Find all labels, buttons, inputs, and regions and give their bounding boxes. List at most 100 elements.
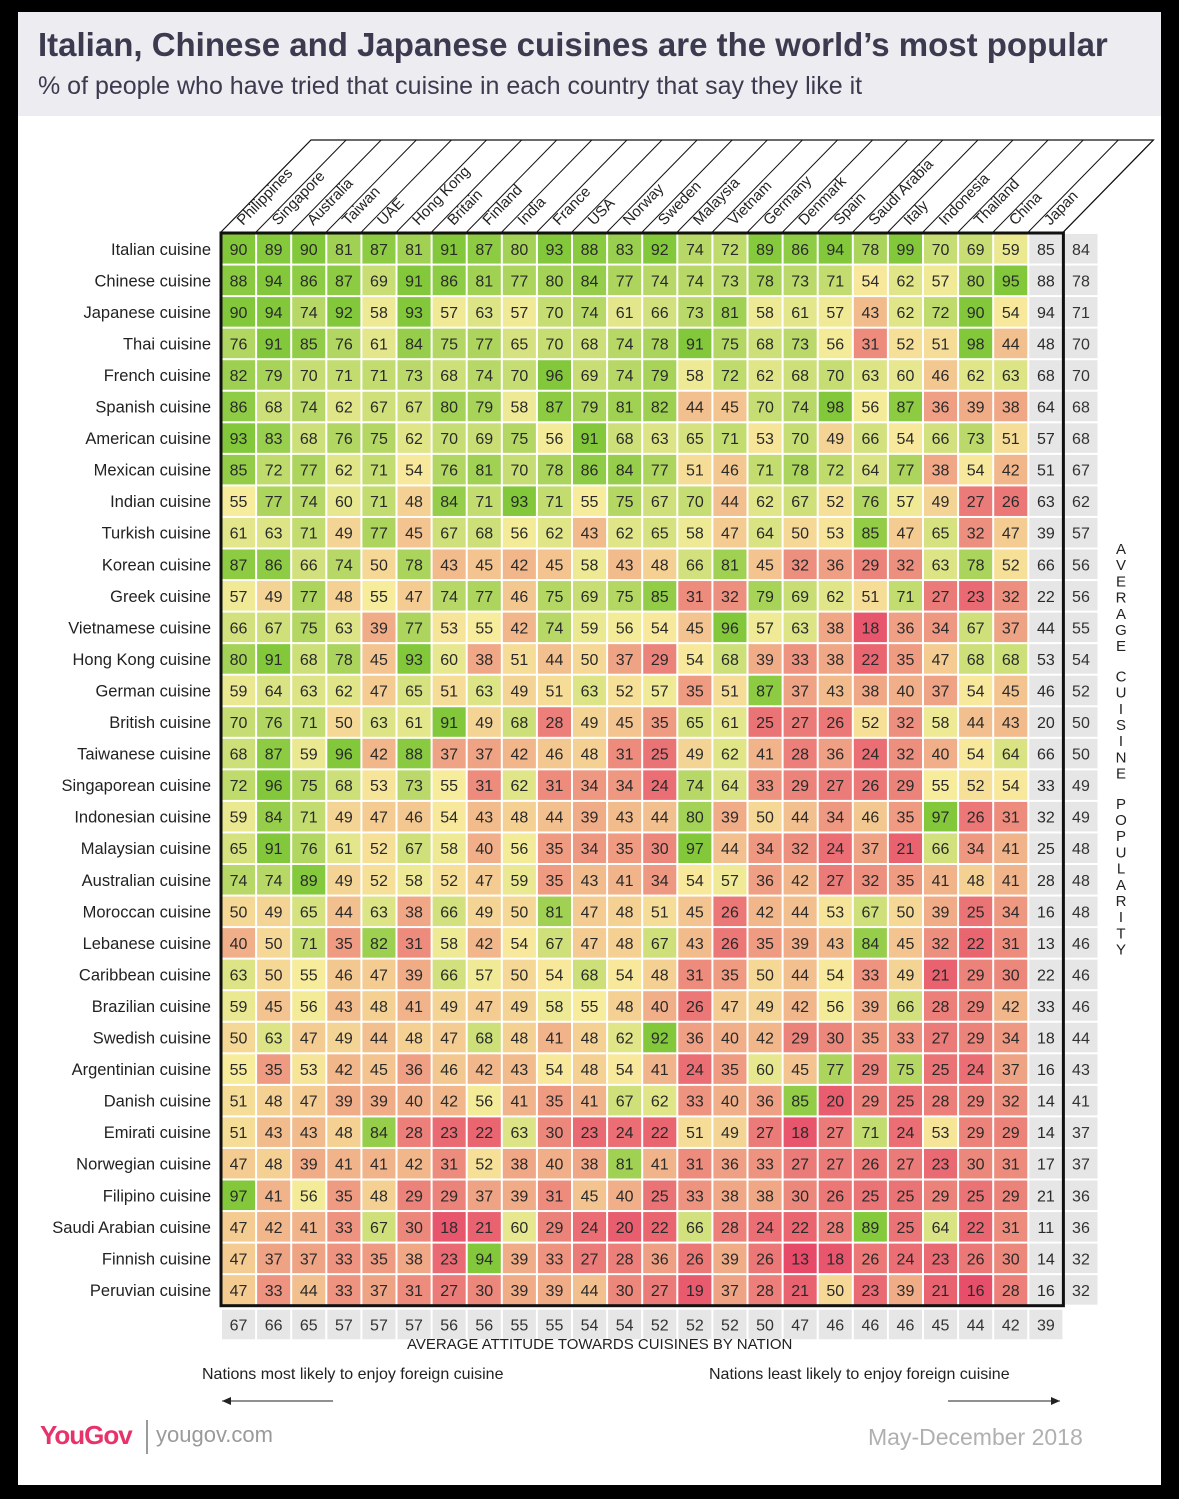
cell-value: 72 — [826, 463, 844, 480]
cell-value: 54 — [1002, 305, 1020, 322]
heatmap-cell — [678, 959, 712, 990]
row-label: Filipino cuisine — [103, 1187, 211, 1205]
heatmap-cell — [924, 423, 958, 453]
column-average-value: 56 — [440, 1317, 458, 1334]
cell-value: 50 — [791, 526, 809, 543]
heatmap-cell — [222, 612, 256, 643]
cell-value: 43 — [686, 936, 704, 953]
column-label: France — [550, 183, 595, 228]
cell-value: 57 — [721, 873, 739, 890]
heatmap-cell — [222, 865, 256, 895]
cell-value: 41 — [756, 747, 774, 764]
cell-value: 89 — [756, 242, 774, 259]
cell-value: 85 — [1037, 242, 1055, 259]
heatmap-cell — [713, 644, 747, 674]
heatmap-cell — [783, 1085, 817, 1116]
heatmap-cell — [678, 517, 712, 548]
cell-value: 93 — [510, 494, 528, 511]
heatmap-cell — [327, 234, 361, 264]
column-average-cell — [467, 1309, 501, 1340]
cell-value: 18 — [1037, 1031, 1055, 1048]
cell-value: 78 — [967, 557, 985, 574]
cell-value: 38 — [1002, 400, 1020, 417]
cell-value: 92 — [335, 305, 353, 322]
row-label: Greek cuisine — [110, 588, 211, 606]
cell-value: 48 — [616, 936, 634, 953]
cell-value: 68 — [1037, 368, 1055, 385]
cell-value: 42 — [510, 557, 528, 574]
side-label-letter: R — [1116, 590, 1127, 607]
cell-value: 31 — [475, 778, 493, 795]
row-label: Turkish cuisine — [102, 525, 211, 543]
column-header-divider — [817, 139, 909, 233]
heatmap-cell — [222, 1117, 256, 1147]
row-average-value: 46 — [1072, 936, 1090, 953]
heatmap-cell — [537, 328, 571, 359]
cell-value: 16 — [1037, 1283, 1055, 1300]
cell-value: 18 — [440, 1220, 458, 1237]
cell-value: 47 — [721, 526, 739, 543]
heatmap-cell — [1029, 486, 1063, 516]
cell-value: 93 — [405, 652, 423, 669]
heatmap-cell — [959, 770, 993, 800]
cell-value: 75 — [370, 431, 388, 448]
cell-value: 84 — [370, 1125, 388, 1142]
cell-value: 66 — [440, 904, 458, 921]
cell-value: 40 — [651, 999, 669, 1016]
cell-value: 69 — [791, 589, 809, 606]
cell-value: 45 — [581, 1188, 599, 1205]
heatmap-cell — [818, 549, 852, 580]
cell-value: 92 — [651, 242, 669, 259]
cell-value: 63 — [510, 1125, 528, 1142]
cell-value: 84 — [616, 463, 634, 480]
heatmap-cell — [818, 517, 852, 548]
heatmap-cell — [362, 1180, 396, 1211]
heatmap-cell — [257, 1148, 291, 1179]
heatmap-cell — [397, 1180, 431, 1211]
column-average-cell — [327, 1309, 361, 1340]
heatmap-cell — [362, 265, 396, 296]
heatmap-cell — [853, 959, 887, 990]
heatmap-cell — [888, 770, 922, 800]
heatmap-cell — [713, 454, 747, 485]
cell-value: 48 — [581, 1062, 599, 1079]
heatmap-cell — [853, 265, 887, 296]
row-label: French cuisine — [104, 367, 211, 385]
heatmap-cell — [1029, 1054, 1063, 1084]
cell-value: 50 — [510, 967, 528, 984]
cell-value: 37 — [861, 841, 879, 858]
row-average-cell — [1064, 1022, 1098, 1053]
heatmap-cell — [573, 738, 607, 769]
cell-value: 53 — [826, 904, 844, 921]
heatmap-cell — [397, 928, 431, 958]
cell-value: 94 — [475, 1251, 493, 1268]
heatmap-cell — [292, 991, 326, 1021]
heatmap-cell — [1029, 360, 1063, 390]
heatmap-cell — [397, 423, 431, 453]
cell-value: 40 — [546, 1157, 564, 1174]
cell-value: 65 — [651, 526, 669, 543]
heatmap-cell — [853, 1180, 887, 1211]
cell-value: 80 — [546, 273, 564, 290]
row-average-cell — [1064, 770, 1098, 800]
heatmap-cell — [783, 770, 817, 800]
heatmap-cell — [432, 486, 466, 516]
heatmap-cell — [327, 675, 361, 706]
column-average-value: 50 — [756, 1317, 774, 1334]
column-average-cell — [292, 1309, 326, 1340]
heatmap-cell — [783, 896, 817, 927]
cell-value: 62 — [510, 778, 528, 795]
heatmap-cell — [924, 833, 958, 863]
heatmap-cell — [432, 801, 466, 832]
cell-value: 55 — [300, 967, 318, 984]
heatmap-cell — [292, 328, 326, 359]
cell-value: 91 — [265, 336, 283, 353]
cell-value: 24 — [897, 1251, 915, 1268]
heatmap-cell — [818, 581, 852, 611]
cell-value: 62 — [826, 589, 844, 606]
heatmap-cell — [678, 612, 712, 643]
cell-value: 67 — [405, 841, 423, 858]
heatmap-cell — [327, 1054, 361, 1084]
cell-value: 72 — [721, 368, 739, 385]
cell-value: 58 — [932, 715, 950, 732]
